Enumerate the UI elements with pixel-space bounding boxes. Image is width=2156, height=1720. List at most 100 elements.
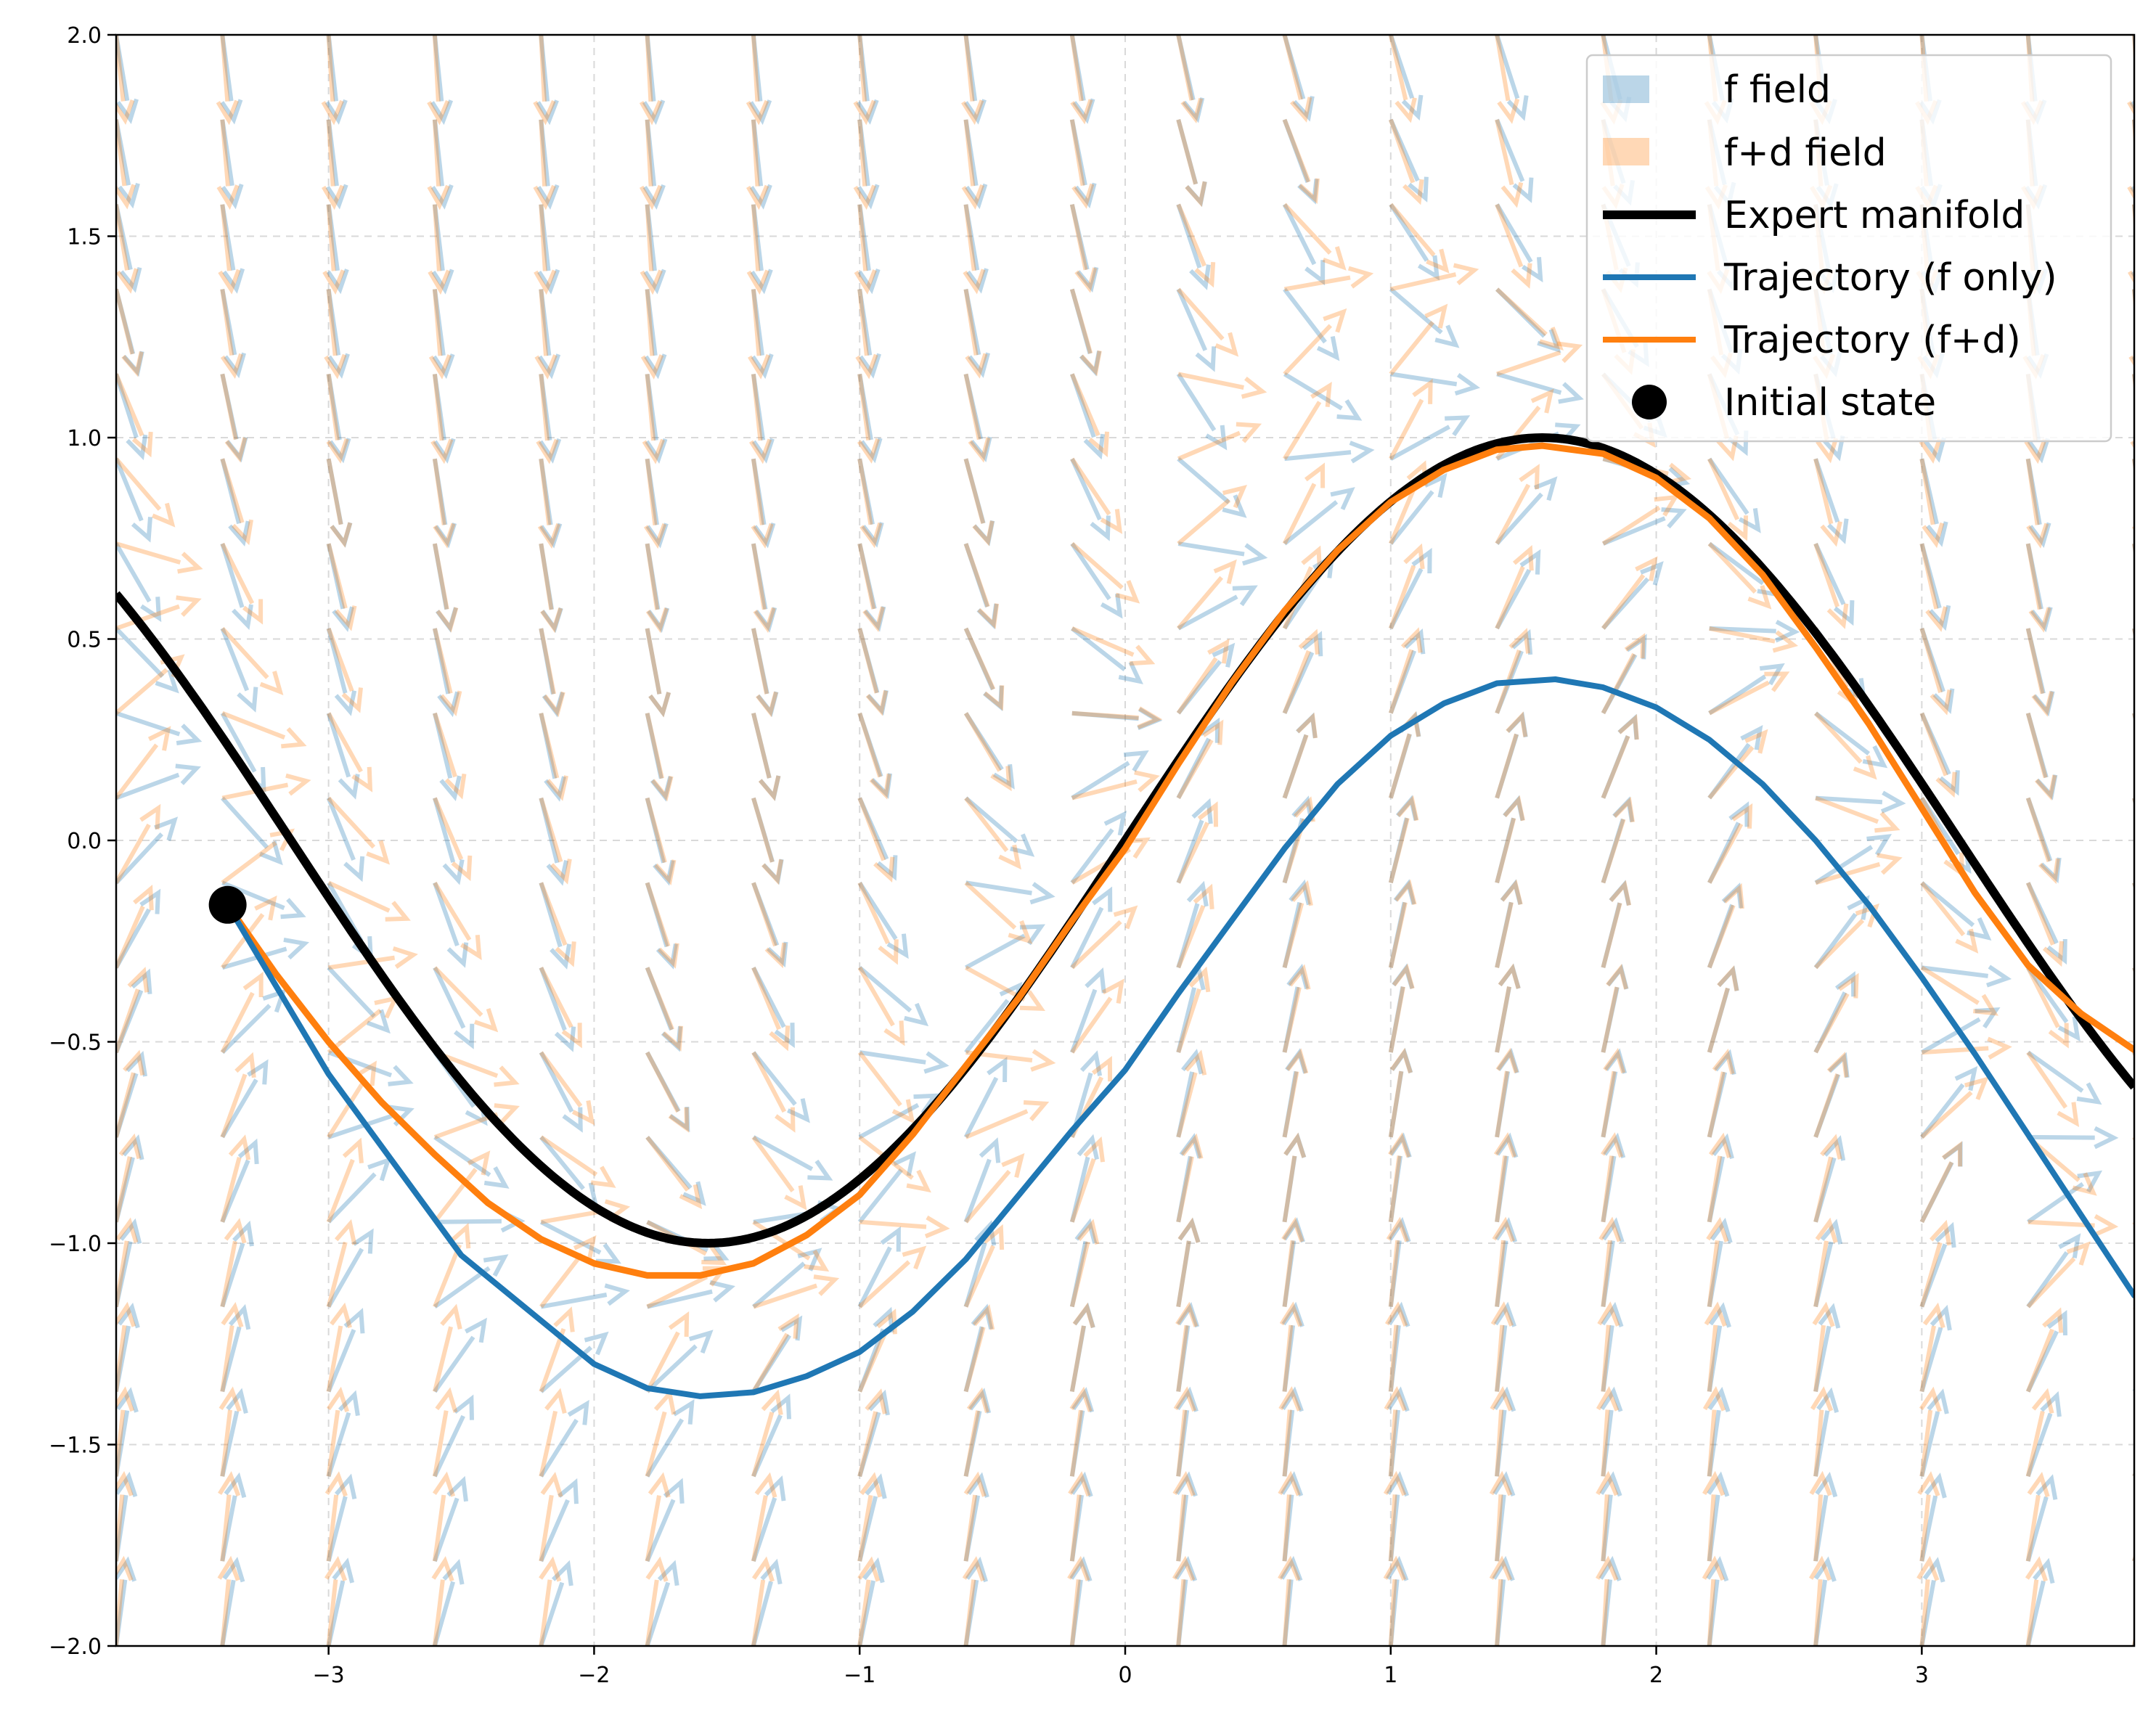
fd-field-arrow <box>430 374 454 464</box>
f-field-arrow <box>220 1138 259 1223</box>
f-field-arrow <box>432 543 458 633</box>
f-field-arrow <box>1493 1471 1516 1562</box>
fd-field-arrow <box>751 1389 783 1478</box>
f-field-arrow <box>645 1478 685 1563</box>
fd-field-arrow <box>433 881 482 961</box>
fd-field-arrow <box>1069 1219 1100 1308</box>
f-field-arrow <box>537 289 561 380</box>
fd-field-arrow <box>2025 797 2060 885</box>
fd-field-arrow <box>116 595 202 631</box>
f-field-arrow <box>1814 834 1892 885</box>
fd-field-arrow <box>1707 803 1753 884</box>
f-field-arrow <box>1493 1386 1516 1477</box>
fd-field-arrow <box>1176 287 1239 357</box>
f-field-arrow <box>751 712 781 801</box>
fd-field-arrow <box>642 374 665 464</box>
f-field-arrow <box>645 1560 679 1646</box>
f-field-arrow <box>751 628 779 717</box>
f-field-arrow <box>1919 627 1955 714</box>
fd-field-arrow <box>1495 879 1523 968</box>
fd-field-arrow <box>221 710 307 749</box>
f-field-arrow <box>116 1051 147 1138</box>
f-field-arrow <box>751 882 788 968</box>
fd-field-arrow <box>751 1313 799 1393</box>
fd-field-arrow <box>645 882 679 969</box>
f-field-arrow <box>1813 1219 1843 1308</box>
fd-field-arrow <box>1388 543 1425 629</box>
f-field-arrow <box>963 543 999 630</box>
f-field-arrow <box>326 543 354 632</box>
fd-field-arrow <box>963 1471 987 1562</box>
f-field-arrow <box>859 1050 950 1074</box>
fd-field-arrow <box>1495 711 1528 799</box>
f-field-arrow <box>432 289 455 380</box>
fd-field-arrow <box>217 1555 240 1646</box>
f-field-arrow <box>1919 712 1960 796</box>
fd-field-arrow <box>2127 119 2134 200</box>
f-field-arrow <box>1495 118 1534 203</box>
f-field-arrow <box>1813 971 1856 1054</box>
fd-field-arrow <box>1596 1385 1620 1477</box>
fd-field-arrow <box>963 1304 995 1393</box>
fd-field-arrow <box>1176 801 1218 884</box>
f-field-arrow <box>220 204 245 294</box>
fd-field-arrow <box>1809 1470 1832 1562</box>
fd-field-arrow <box>746 204 769 295</box>
y-tick-label: 0.5 <box>67 628 102 653</box>
f-field-arrow <box>963 627 1004 711</box>
f-field-arrow <box>963 288 990 378</box>
fd-field-arrow <box>640 289 664 380</box>
fd-field-arrow <box>432 1303 462 1393</box>
f-field-arrow <box>1707 1471 1730 1562</box>
f-field-arrow <box>220 627 258 713</box>
f-field-arrow <box>432 458 457 549</box>
f-field-arrow <box>1601 1301 1624 1392</box>
fd-field-arrow <box>1601 556 1658 630</box>
y-tick-label: 0.0 <box>67 829 102 854</box>
f-field-arrow <box>325 119 348 210</box>
f-field-arrow <box>1070 626 1143 684</box>
f-field-arrow <box>1707 965 1739 1053</box>
fd-field-arrow <box>1598 1216 1622 1307</box>
fd-field-arrow <box>116 726 171 800</box>
fd-field-arrow <box>1176 203 1216 288</box>
fd-field-arrow <box>1278 1386 1302 1477</box>
f-field-arrow <box>1282 203 1326 286</box>
fd-field-arrow <box>751 543 776 634</box>
fd-field-arrow <box>116 967 150 1054</box>
f-field-arrow <box>1176 203 1211 290</box>
f-field-arrow <box>539 1478 579 1563</box>
fd-field-arrow <box>1177 485 1248 546</box>
f-field-arrow <box>857 119 880 210</box>
fd-field-arrow <box>645 967 684 1052</box>
fd-field-arrow <box>964 881 1033 944</box>
fd-field-arrow <box>327 796 391 865</box>
fd-field-arrow <box>1495 287 1564 351</box>
fd-field-arrow <box>116 1301 136 1392</box>
fd-field-arrow <box>1177 372 1267 399</box>
f-field-arrow <box>536 35 559 126</box>
f-field-arrow <box>220 1059 269 1139</box>
trajectory-fd-line <box>224 442 2134 1279</box>
f-field-arrow <box>116 288 144 377</box>
fd-field-arrow <box>1601 1047 1626 1138</box>
fd-field-arrow <box>645 797 677 885</box>
f-field-arrow <box>539 713 566 802</box>
f-field-arrow <box>1282 118 1319 205</box>
f-field-arrow <box>1919 1473 1947 1562</box>
fd-field-arrow <box>2025 1556 2049 1646</box>
f-field-arrow <box>1388 879 1416 968</box>
f-field-arrow <box>1176 1133 1202 1223</box>
fd-field-arrow <box>1707 1132 1731 1223</box>
fd-field-arrow <box>539 1051 595 1126</box>
f-field-arrow <box>752 1135 833 1181</box>
f-field-arrow <box>1920 1007 2001 1054</box>
f-field-arrow <box>1386 1471 1410 1562</box>
f-field-arrow <box>1283 287 1340 361</box>
f-field-arrow <box>326 1390 360 1478</box>
y-tick-label: −1.0 <box>49 1232 102 1257</box>
fd-field-arrow <box>1068 1471 1091 1562</box>
fd-field-arrow <box>2025 1307 2064 1393</box>
fd-field-arrow <box>1388 1132 1411 1223</box>
fd-field-arrow <box>1813 1134 1842 1223</box>
